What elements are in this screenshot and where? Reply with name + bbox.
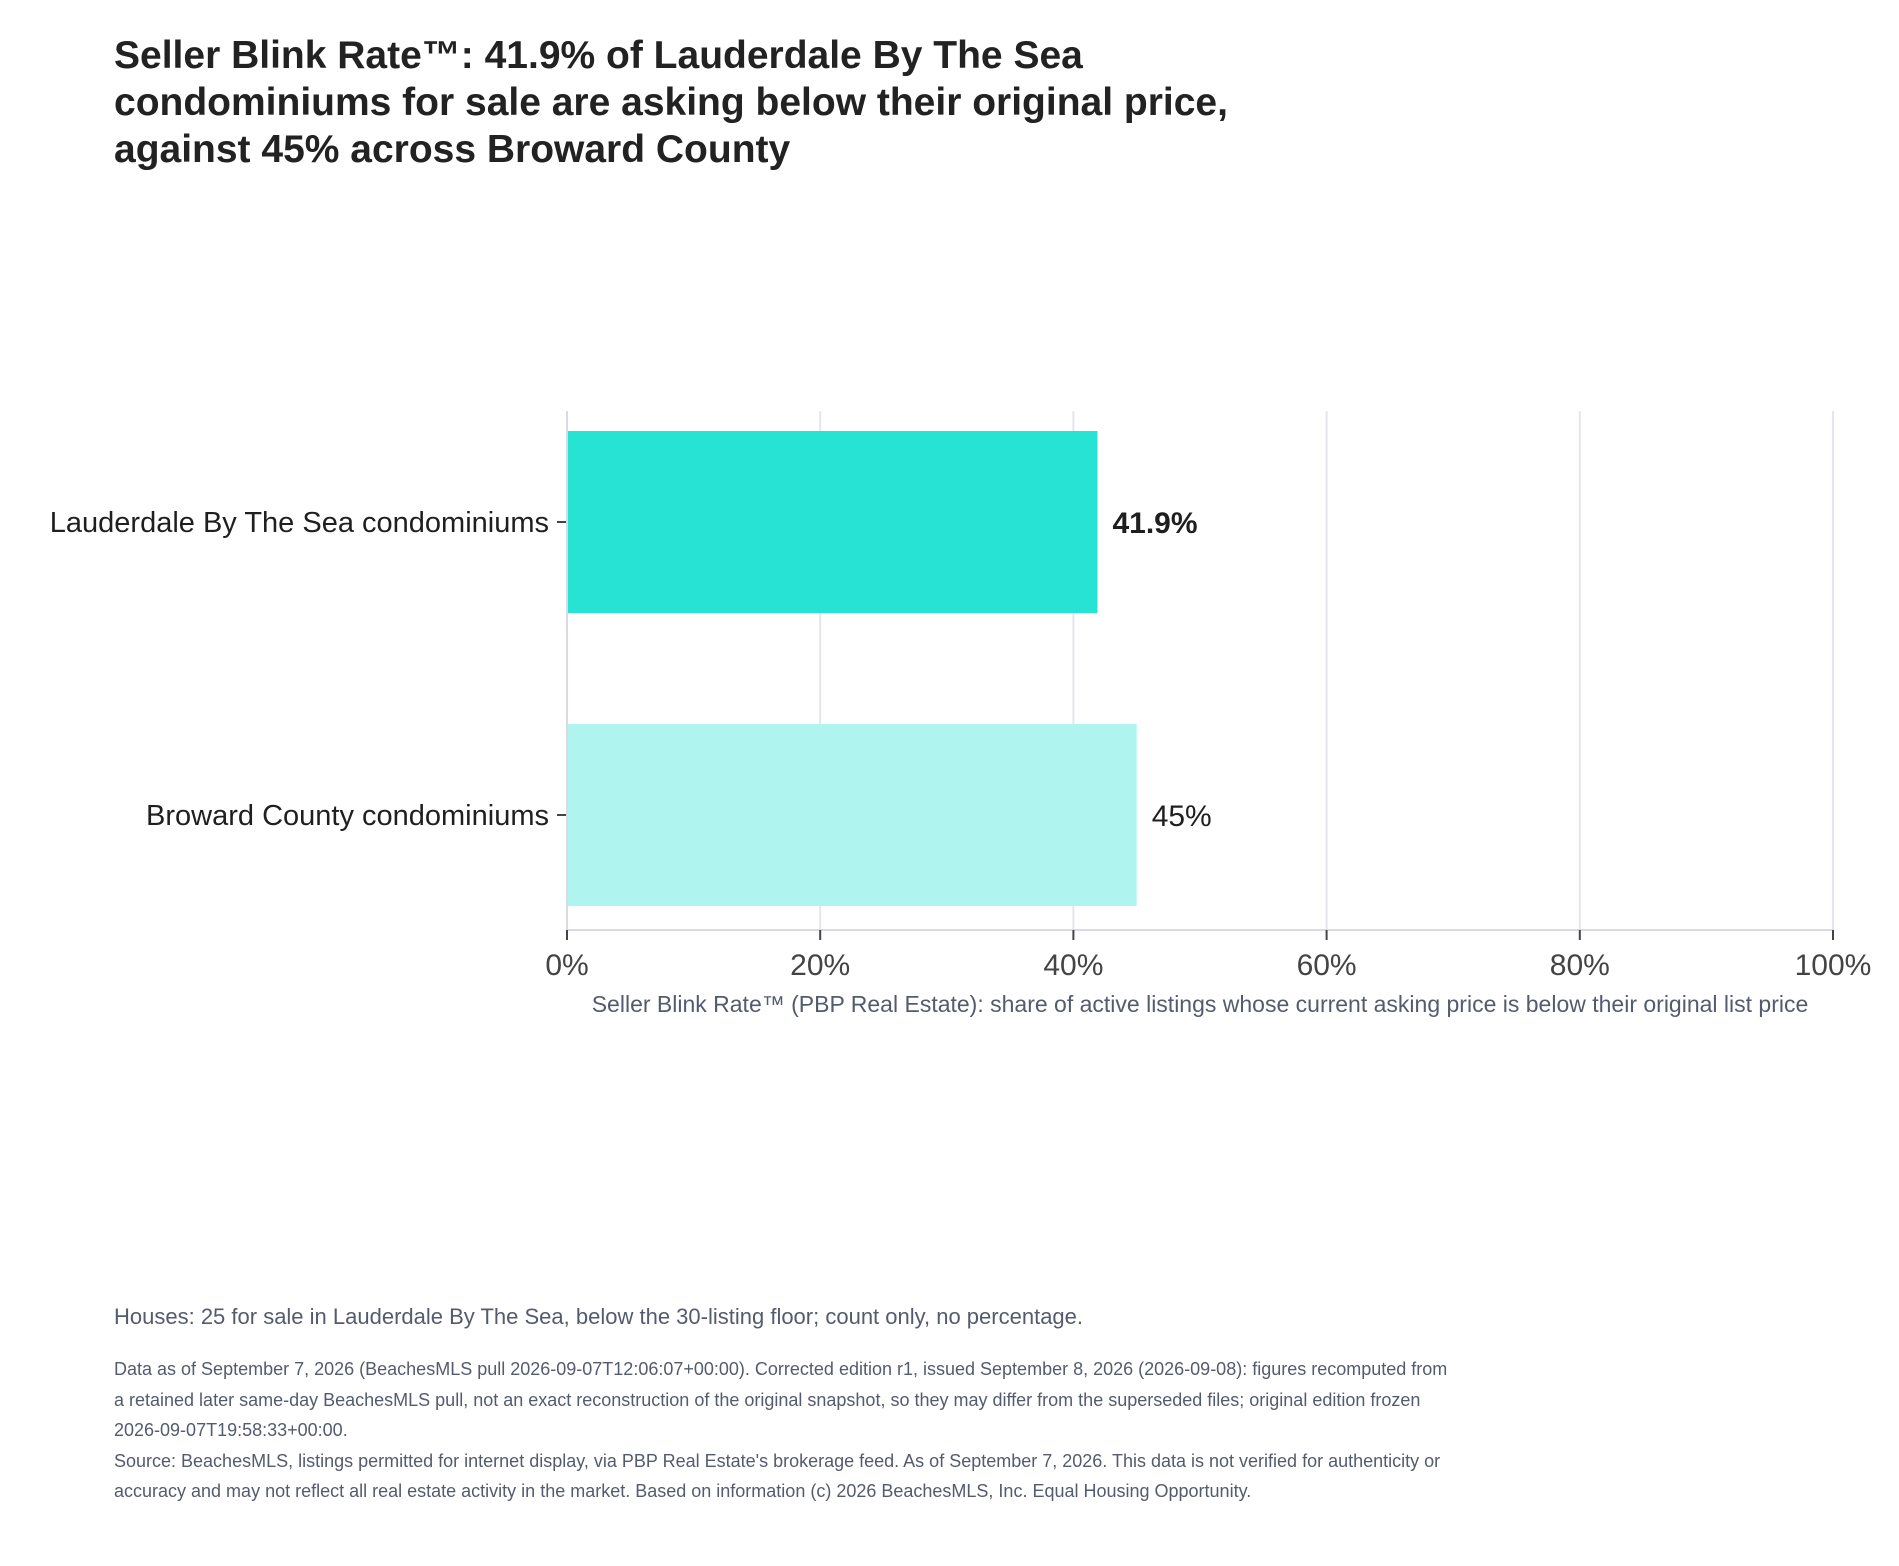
- axes: [557, 411, 1834, 940]
- houses-note: Houses: 25 for sale in Lauderdale By The…: [114, 1304, 1084, 1329]
- labels: 41.9% Lauderdale By The Sea condominiums 4…: [50, 507, 1872, 1017]
- footer: Data as of September 7, 2026 (BeachesMLS…: [114, 1354, 1454, 1507]
- bar: [567, 431, 1098, 613]
- x-tick-label: 0%: [545, 949, 588, 982]
- bars: [567, 431, 1137, 906]
- value-label: 41.9%: [1112, 507, 1197, 540]
- chart-title: Seller Blink Rate™: 41.9% of Lauderdale …: [114, 34, 1228, 171]
- x-tick-label: 80%: [1550, 949, 1610, 982]
- x-tick-label: 20%: [790, 949, 850, 982]
- x-tick-label: 40%: [1043, 949, 1103, 982]
- x-tick-label: 100%: [1795, 949, 1872, 982]
- x-tick-label: 60%: [1297, 949, 1357, 982]
- x-axis-title: Seller Blink Rate™ (PBP Real Estate): sh…: [592, 991, 1809, 1017]
- category-label: Lauderdale By The Sea condominiums: [50, 507, 549, 539]
- source-note: Source: BeachesMLS, listings permitted f…: [114, 1450, 1441, 1502]
- bar: [567, 724, 1137, 906]
- category-label: Broward County condominiums: [146, 800, 549, 832]
- edition-note: Data as of September 7, 2026 (BeachesMLS…: [114, 1359, 1448, 1440]
- bar-chart: 41.9% Lauderdale By The Sea condominiums 4…: [50, 411, 1872, 1017]
- value-label: 45%: [1152, 800, 1212, 833]
